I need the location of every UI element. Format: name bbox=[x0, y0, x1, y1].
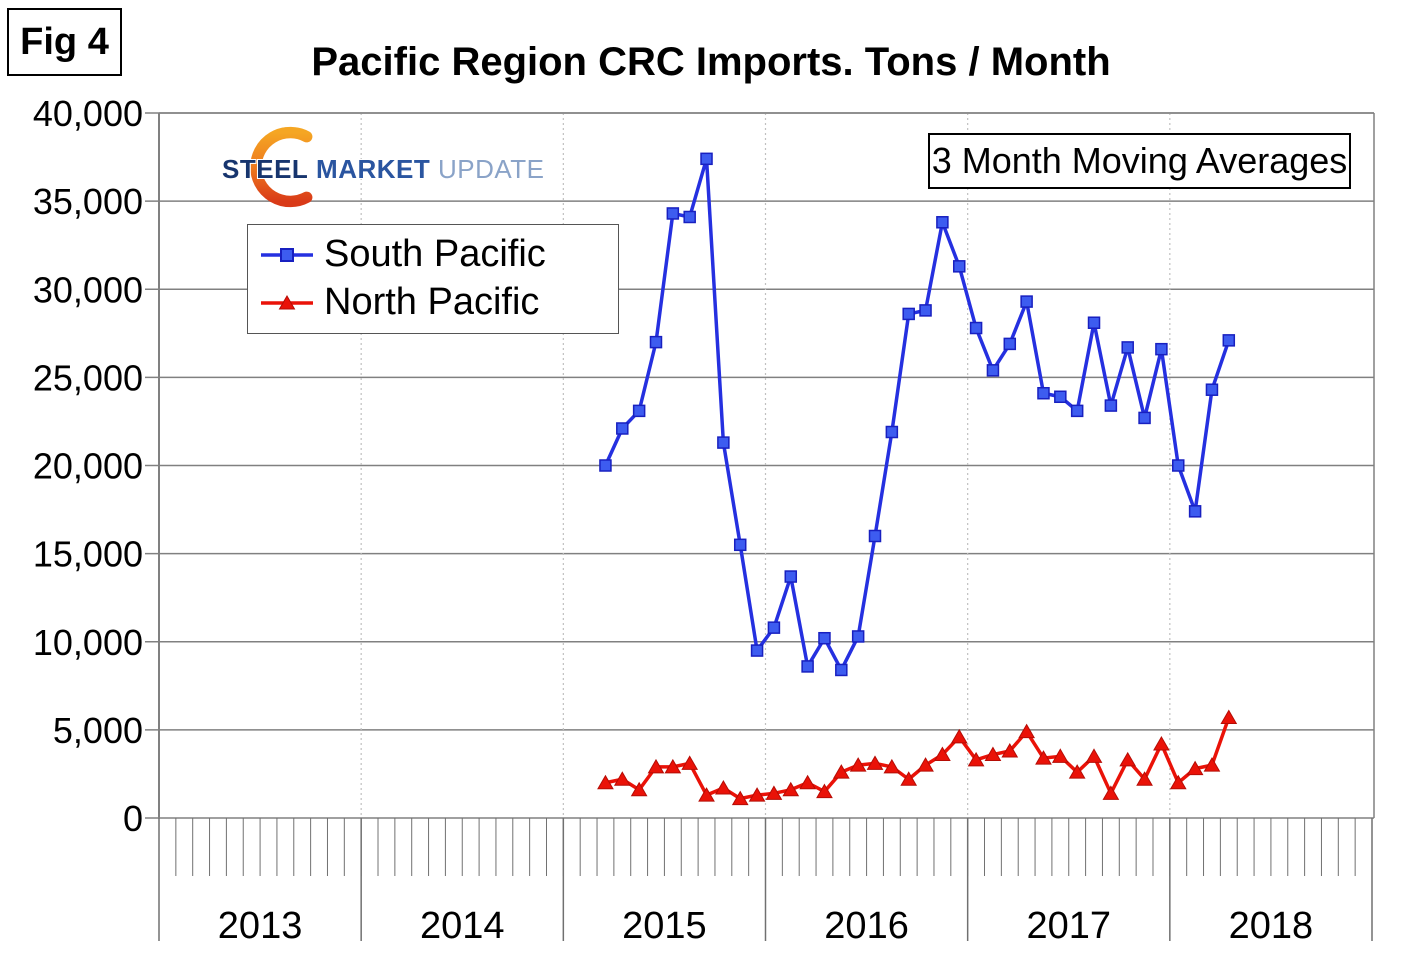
x-year-label: 2014 bbox=[420, 905, 505, 947]
logo-wordmark: STEEL MARKET UPDATE bbox=[222, 154, 545, 185]
y-tick-label: 5,000 bbox=[53, 710, 143, 751]
y-tick-label: 35,000 bbox=[33, 181, 143, 222]
steel-market-update-logo: STEEL MARKET UPDATE bbox=[222, 126, 544, 210]
logo-word-market: MARKET bbox=[316, 154, 431, 184]
legend-item-north-pacific: North Pacific bbox=[258, 281, 618, 323]
y-gridlines bbox=[145, 112, 1374, 819]
figure-number-label: Fig 4 bbox=[20, 20, 109, 63]
logo-word-steel: STEEL bbox=[222, 154, 309, 184]
y-tick-label: 0 bbox=[123, 798, 143, 839]
chart-title: Pacific Region CRC Imports. Tons / Month bbox=[311, 40, 1111, 84]
north-pacific-marker-icon bbox=[261, 294, 313, 310]
series-south-pacific bbox=[599, 152, 1236, 677]
x-year-label: 2013 bbox=[218, 905, 303, 947]
figure-number-badge: Fig 4 bbox=[7, 8, 122, 76]
legend: South Pacific North Pacific bbox=[247, 224, 619, 334]
moving-average-annotation-label: 3 Month Moving Averages bbox=[931, 140, 1348, 181]
x-year-label: 2017 bbox=[1026, 905, 1111, 947]
x-axis-ticks bbox=[158, 818, 1373, 941]
y-tick-label: 15,000 bbox=[33, 534, 143, 575]
y-tick-label: 30,000 bbox=[33, 269, 143, 310]
x-year-label: 2016 bbox=[824, 905, 909, 947]
plot-frame bbox=[158, 112, 1375, 818]
legend-item-south-pacific: South Pacific bbox=[258, 233, 618, 276]
y-tick-label: 20,000 bbox=[33, 446, 143, 487]
moving-average-annotation-box: 3 Month Moving Averages bbox=[928, 133, 1351, 189]
x-year-label: 2015 bbox=[622, 905, 707, 947]
south-pacific-marker-icon bbox=[261, 248, 313, 263]
logo-word-update: UPDATE bbox=[437, 154, 545, 184]
y-tick-label: 25,000 bbox=[33, 357, 143, 398]
logo-crescent-icon bbox=[250, 126, 313, 208]
y-axis-labels: 0 5,000 10,000 15,000 20,000 25,000 30,000 35,0… bbox=[33, 93, 143, 839]
legend-label-south-pacific: South Pacific bbox=[324, 233, 546, 276]
y-tick-label: 10,000 bbox=[33, 622, 143, 663]
x-axis-year-labels: 2013 2014 2015 2016 2017 2018 bbox=[218, 905, 1313, 947]
legend-label-north-pacific: North Pacific bbox=[324, 281, 540, 323]
x-year-label: 2018 bbox=[1229, 905, 1314, 947]
series-north-pacific bbox=[597, 709, 1238, 806]
y-tick-label: 40,000 bbox=[33, 93, 143, 134]
